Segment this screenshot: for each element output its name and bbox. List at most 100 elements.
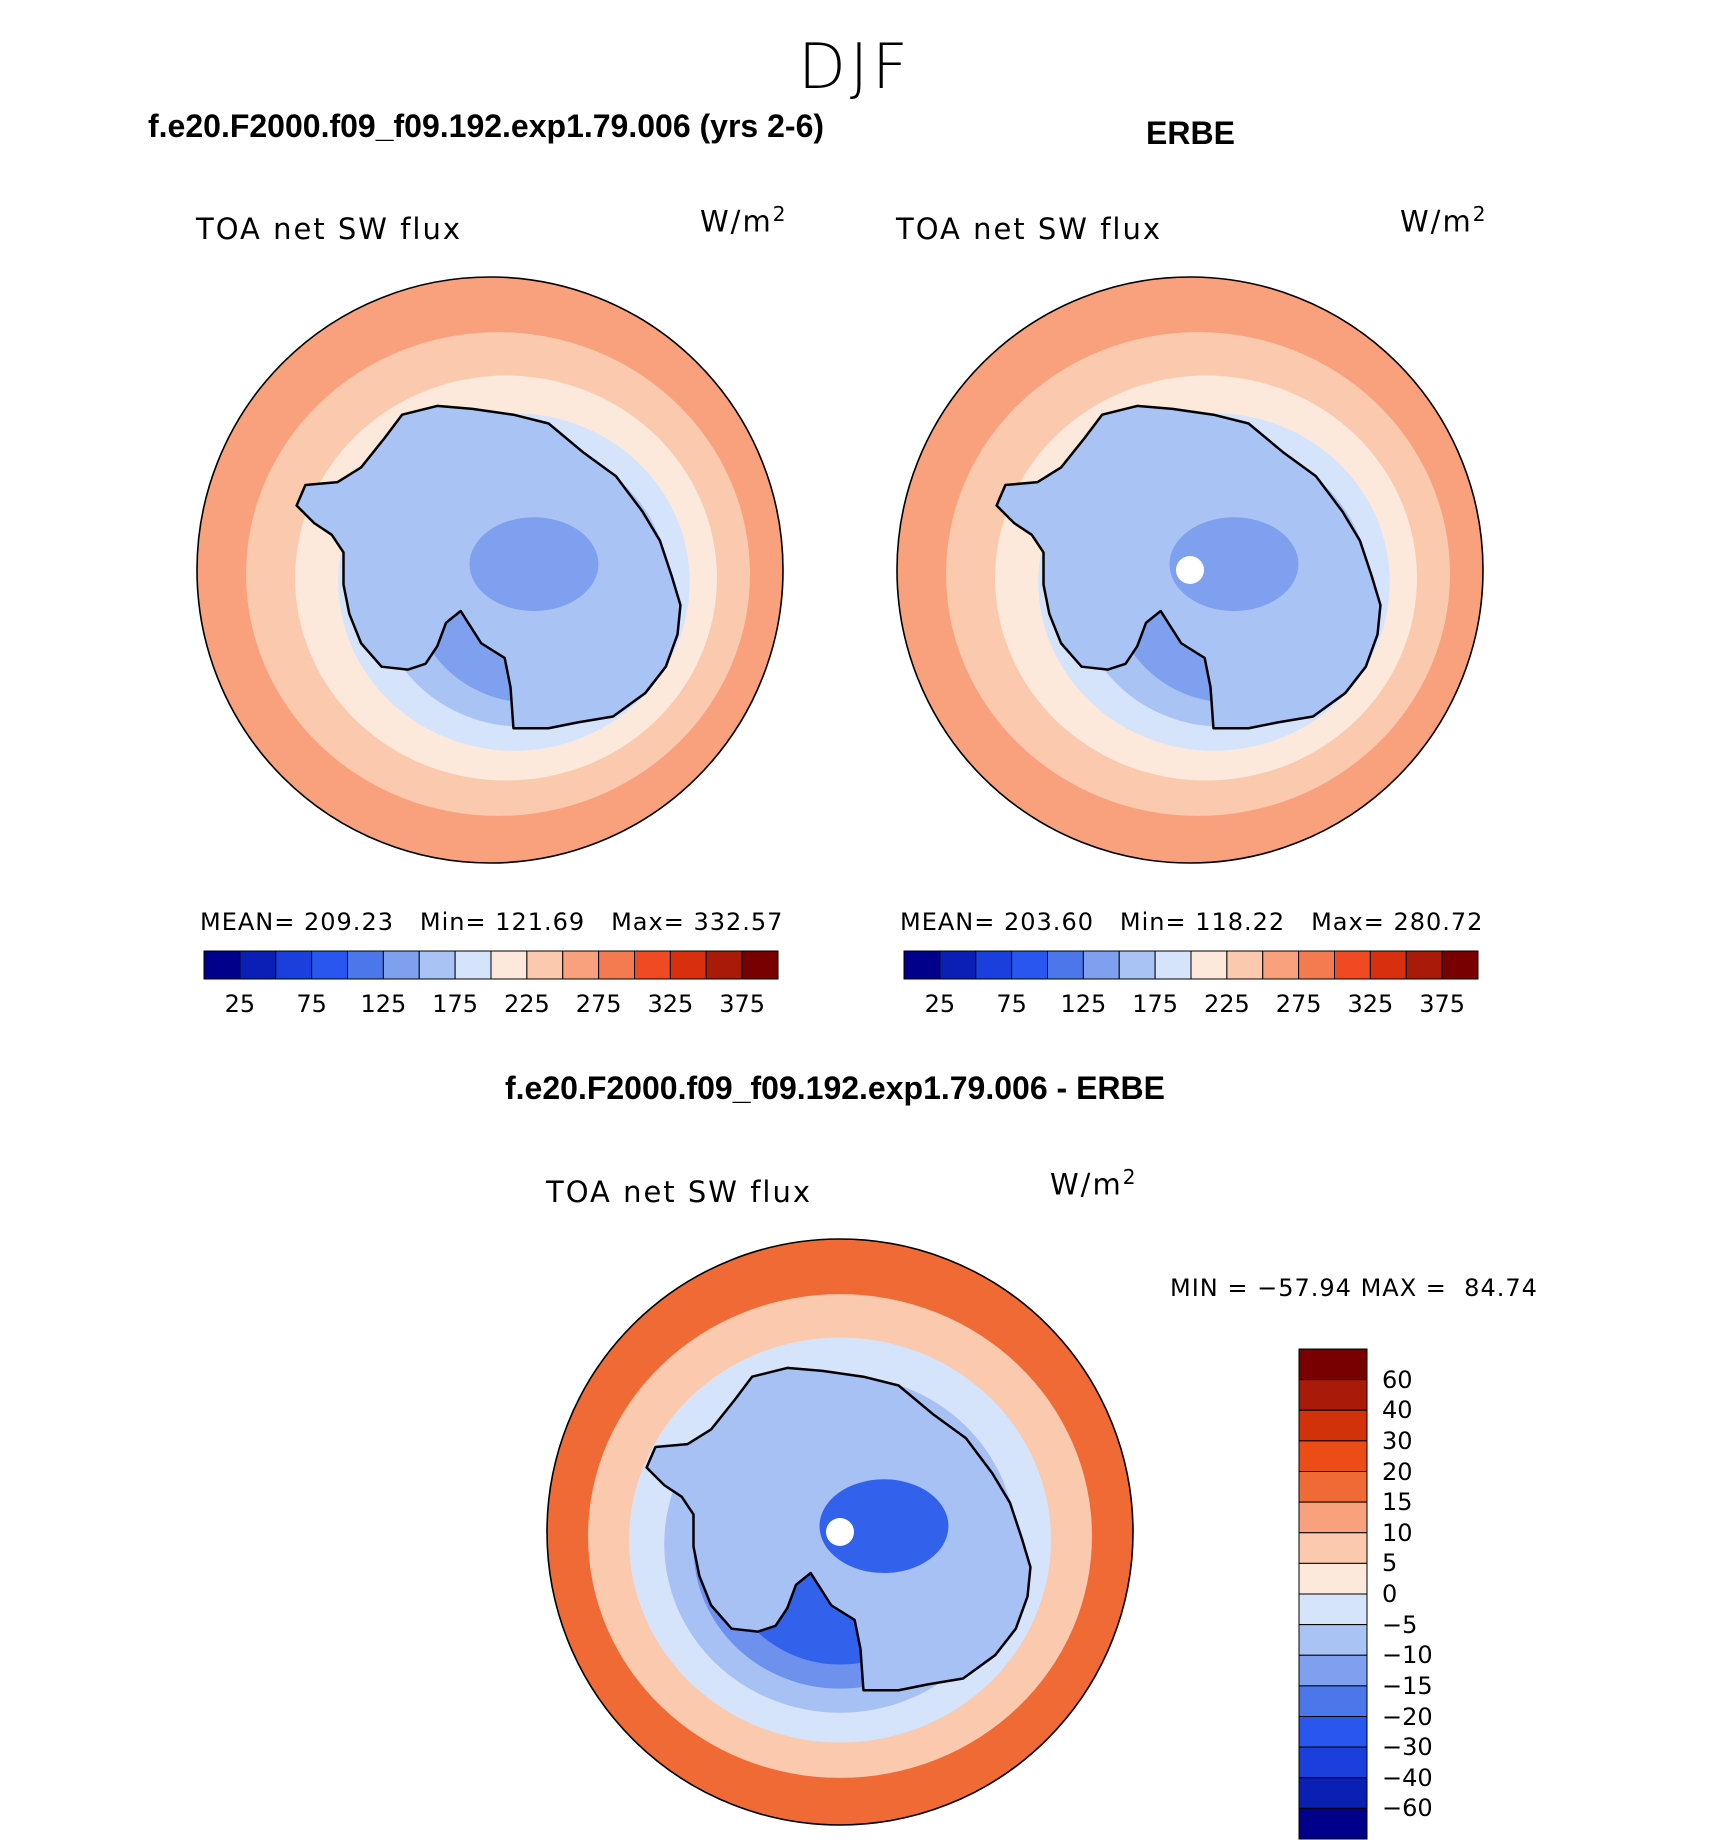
panel-3-colorbar-ticks: 60 40 30 20 15 10 5 0 −5 −10 −15 −20 −30 −40 −60 [1382,1348,1482,1840]
panel-3-colorbar-bin [1298,1716,1368,1748]
panel-2-colorbar-bin [1011,950,1048,980]
panel-1-colorbar-bin [705,950,743,980]
panel-2-units: W/m2 [1400,202,1488,239]
panel-1-colorbar-tick: 325 [647,990,694,1018]
panel-2-colorbar-bin [1334,950,1371,980]
panel-3-colorbar-bin [1298,1409,1368,1442]
panel-3-colorbar-tick: 10 [1382,1518,1413,1547]
panel-3-colorbar-tick: −60 [1382,1794,1433,1823]
panel-3-colorbar-tick: −40 [1382,1763,1433,1792]
panel-3-colorbar-bin [1298,1532,1368,1564]
panel-3-colorbar-bin [1298,1685,1368,1717]
panel-3-title: f.e20.F2000.f09_f09.192.exp1.79.006 - ER… [505,1070,1165,1106]
figure-super-title: DJF [798,30,912,103]
panel-3-colorbar-bin [1298,1624,1368,1656]
panel-3-colorbar-bin [1298,1807,1368,1840]
panel-3-colorbar-bin [1298,1501,1368,1534]
panel-1-stats: MEAN= 209.23 Min= 121.69 Max= 332.57 [200,908,784,936]
panel-1-map [196,276,784,864]
panel-2-colorbar-bin [1190,950,1228,980]
panel-3-colorbar-bin [1298,1471,1368,1503]
panel-3-colorbar-bin [1298,1348,1368,1381]
map-2-pole-hole [1176,556,1204,584]
panel-3-colorbar-tick: −5 [1382,1610,1418,1639]
panel-1-colorbar-bin [239,950,277,980]
map-2-interior [1169,517,1299,612]
panel-1-colorbar-bin [562,950,600,980]
panel-3-colorbar-bin [1298,1562,1368,1595]
panel-2-colorbar-tick: 225 [1203,990,1250,1018]
panel-1-colorbar-bin [634,950,671,980]
panel-2-colorbar-bin [1082,950,1120,980]
panel-3-colorbar-tick: 15 [1382,1488,1413,1517]
map-2-boundary [896,276,1484,864]
panel-3-stats: MIN = −57.94 MAX = 84.74 [1170,1274,1538,1302]
panel-3-variable-label: TOA net SW flux [546,1175,813,1209]
panel-1-title: f.e20.F2000.f09_f09.192.exp1.79.006 (yrs… [148,108,825,144]
panel-1-colorbar-tick: 375 [719,990,766,1018]
panel-3-colorbar-bin [1298,1379,1368,1411]
panel-1-colorbar-bin [203,950,241,980]
panel-3-colorbar-bin [1298,1593,1368,1626]
panel-3-colorbar-tick: −30 [1382,1733,1433,1762]
panel-3-colorbar-tick: −20 [1382,1702,1433,1731]
panel-2-colorbar-tick: 25 [924,990,956,1018]
map-1-interior [469,517,599,612]
panel-2-mean: 203.60 [1004,908,1094,936]
map-1-boundary [196,276,784,864]
panel-1-colorbar-tick: 125 [360,990,407,1018]
panel-3-colorbar-bin [1298,1746,1368,1779]
panel-2-stats: MEAN= 203.60 Min= 118.22 Max= 280.72 [900,908,1484,936]
panel-3-min: −57.94 [1257,1274,1352,1302]
panel-1-colorbar-bin [275,950,313,980]
panel-3-colorbar-bin [1298,1777,1368,1809]
panel-1-colorbar [203,950,779,980]
panel-1-variable-label: TOA net SW flux [196,212,463,246]
panel-1-colorbar-bin [741,950,779,980]
panel-3-colorbar-tick: 30 [1382,1426,1413,1455]
panel-2-colorbar-bin [1118,950,1156,980]
panel-1-colorbar-bin [526,950,564,980]
panel-2-max: 280.72 [1393,908,1484,936]
panel-3-colorbar [1298,1348,1368,1840]
panel-1-colorbar-bin [490,950,528,980]
panel-2-colorbar-bin [903,950,941,980]
panel-1-colorbar-bin [382,950,420,980]
panel-1-colorbar-tick: 75 [296,990,327,1018]
panel-2-colorbar-tick: 375 [1419,990,1466,1018]
panel-2-variable-label: TOA net SW flux [896,212,1163,246]
panel-1-colorbar-bin [418,950,456,980]
panel-2-title: ERBE [1146,115,1235,151]
panel-2-colorbar-bin [1262,950,1300,980]
panel-1-min: 121.69 [495,908,586,936]
panel-1-units: W/m2 [700,202,788,239]
panel-2-colorbar-bin [975,950,1013,980]
map-3-interior [819,1479,949,1574]
panel-1-colorbar-bin [454,950,492,980]
map-3-boundary [546,1238,1134,1826]
panel-2-colorbar-bin [1405,950,1443,980]
panel-2-colorbar-tick: 325 [1347,990,1394,1018]
panel-1-colorbar-tick: 225 [503,990,550,1018]
panel-2-colorbar-tick: 75 [996,990,1027,1018]
panel-3-colorbar-tick: 20 [1382,1457,1413,1486]
panel-1-colorbar-bin [598,950,635,980]
panel-3-colorbar-tick: −10 [1382,1641,1433,1670]
panel-2-colorbar-bin [1226,950,1264,980]
panel-3-colorbar-tick: 0 [1382,1580,1398,1608]
panel-2-colorbar-tick: 275 [1275,990,1322,1018]
panel-2-colorbar-ticks: 25 75 125 175 225 275 325 375 [903,990,1479,1022]
panel-3-max: 84.74 [1464,1274,1538,1302]
panel-3-colorbar-bin [1298,1654,1368,1687]
panel-1-colorbar-tick: 175 [432,990,479,1018]
panel-2-colorbar-tick: 125 [1060,990,1107,1018]
panel-1-colorbar-bin [311,950,348,980]
panel-2-colorbar-tick: 175 [1132,990,1179,1018]
panel-3-units: W/m2 [1050,1165,1138,1202]
panel-1-mean: 209.23 [304,908,394,936]
panel-3-colorbar-bin [1298,1440,1368,1472]
panel-3-colorbar-tick: 40 [1382,1396,1413,1425]
panel-2-colorbar [903,950,1479,980]
panel-3-colorbar-tick: 5 [1382,1549,1398,1578]
panel-3-colorbar-tick: 60 [1382,1365,1413,1394]
